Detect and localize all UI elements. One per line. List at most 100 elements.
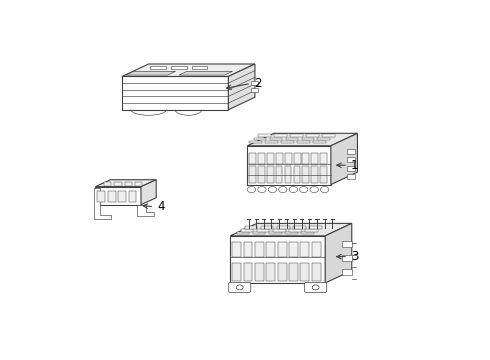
Polygon shape	[122, 64, 255, 76]
Bar	[232, 242, 241, 257]
Circle shape	[236, 285, 243, 290]
Bar	[254, 138, 267, 140]
Polygon shape	[122, 76, 228, 110]
Bar	[255, 264, 264, 281]
Polygon shape	[137, 205, 154, 216]
Ellipse shape	[289, 186, 297, 193]
Polygon shape	[230, 236, 325, 283]
Circle shape	[312, 285, 319, 290]
Bar	[258, 153, 265, 164]
Bar	[249, 166, 256, 183]
Bar	[261, 226, 273, 229]
Bar	[150, 66, 166, 69]
Bar	[273, 229, 286, 231]
Bar	[108, 191, 116, 202]
Bar	[245, 226, 257, 229]
Polygon shape	[141, 180, 156, 205]
Bar	[267, 166, 273, 183]
Bar	[302, 153, 310, 164]
Bar	[129, 191, 137, 202]
Bar	[311, 166, 318, 183]
Bar	[267, 153, 274, 164]
Bar	[312, 242, 321, 257]
Bar	[322, 134, 335, 137]
Bar	[313, 141, 326, 143]
Polygon shape	[230, 223, 352, 236]
Bar	[118, 191, 126, 202]
Ellipse shape	[258, 186, 266, 193]
Bar	[294, 166, 300, 183]
Bar	[289, 264, 298, 281]
Bar	[343, 242, 352, 247]
Bar	[290, 134, 303, 137]
Bar	[294, 153, 301, 164]
Bar	[293, 226, 306, 229]
Bar	[281, 141, 294, 143]
Polygon shape	[228, 64, 255, 110]
Bar	[244, 242, 252, 257]
Bar	[98, 191, 105, 202]
Bar	[312, 264, 321, 281]
Ellipse shape	[279, 186, 287, 193]
Bar	[241, 229, 253, 231]
Text: 1: 1	[351, 159, 359, 172]
Bar	[301, 138, 314, 140]
Ellipse shape	[247, 186, 256, 193]
Bar	[297, 141, 310, 143]
Polygon shape	[331, 133, 358, 185]
Polygon shape	[96, 186, 141, 205]
Bar	[278, 242, 287, 257]
Bar	[267, 242, 275, 257]
Bar	[249, 153, 256, 164]
Bar	[269, 232, 282, 234]
FancyBboxPatch shape	[229, 283, 251, 292]
Bar	[192, 66, 207, 69]
Ellipse shape	[320, 186, 329, 193]
Polygon shape	[94, 188, 111, 219]
Text: 2: 2	[254, 77, 262, 90]
Ellipse shape	[299, 186, 308, 193]
Bar	[253, 232, 266, 234]
Ellipse shape	[310, 186, 318, 193]
Bar	[278, 264, 287, 281]
Bar	[320, 166, 327, 183]
Bar	[267, 264, 275, 281]
Bar	[251, 81, 258, 85]
Polygon shape	[247, 146, 331, 185]
Bar	[343, 269, 352, 275]
Ellipse shape	[268, 186, 276, 193]
Bar	[274, 134, 287, 137]
Bar	[257, 229, 270, 231]
Bar	[232, 264, 241, 281]
Bar	[124, 182, 132, 186]
Polygon shape	[179, 71, 233, 75]
Bar	[277, 226, 290, 229]
Bar	[320, 153, 327, 164]
Bar	[289, 229, 302, 231]
Bar	[249, 141, 262, 143]
Bar	[311, 153, 318, 164]
Bar	[104, 182, 111, 186]
Bar	[270, 138, 282, 140]
Polygon shape	[325, 223, 352, 283]
Bar	[309, 226, 322, 229]
Bar	[343, 255, 352, 261]
Polygon shape	[247, 133, 358, 146]
Bar	[302, 166, 309, 183]
Bar	[318, 138, 330, 140]
Bar	[347, 157, 355, 162]
Bar	[285, 153, 292, 164]
Polygon shape	[96, 180, 156, 186]
Bar	[258, 166, 265, 183]
Bar	[276, 153, 283, 164]
Bar	[265, 141, 278, 143]
Bar	[305, 229, 318, 231]
Bar	[255, 242, 264, 257]
Bar	[285, 232, 298, 234]
Bar	[301, 232, 314, 234]
Bar	[347, 174, 355, 179]
Bar	[172, 66, 187, 69]
Bar	[347, 149, 355, 154]
Bar	[306, 134, 318, 137]
Bar	[251, 89, 258, 92]
